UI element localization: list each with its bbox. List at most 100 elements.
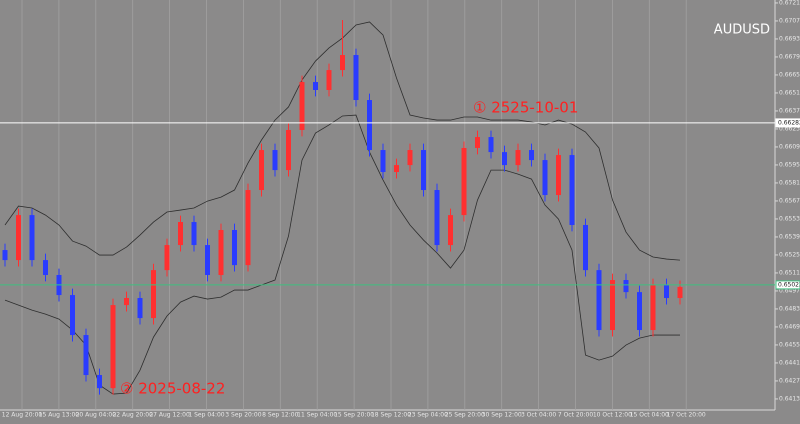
x-tick-label: 1 Sep 04:00 [188,412,224,419]
x-tick-label: 27 Aug 12:00 [149,412,190,419]
y-tick-label: 0.66935 [779,35,800,42]
y-tick-label: 0.66515 [779,89,800,96]
candle-body [164,245,170,271]
y-tick-label: 0.67215 [779,0,800,6]
candle-body [650,285,656,331]
x-tick-label: 18 Sep 12:00 [371,412,411,419]
candle-body [529,150,534,161]
candle-body [515,150,521,166]
x-tick-label: 22 Aug 20:00 [112,412,153,419]
candle-body [556,155,561,196]
candle-body [43,260,48,276]
candle-body [218,230,224,276]
x-tick-label: 8 Sep 12:00 [262,412,298,419]
candle-body [623,280,629,293]
candle-body [421,150,426,191]
candle-body [137,298,143,319]
y-tick-label: 0.64415 [779,359,800,366]
candle-body [367,100,372,151]
annotation: ① 2525-10-01 [473,99,578,117]
x-tick-label: 3 Sep 20:00 [225,412,261,419]
candle-body [677,286,683,299]
candle-body [542,160,548,196]
y-tick-label: 0.65955 [779,161,800,168]
x-tick-label: 25 Sep 20:00 [445,412,485,419]
candle-body [637,292,642,331]
candle-body [596,270,602,331]
y-tick-label: 0.66095 [779,143,800,150]
y-tick-label: 0.65115 [779,269,800,276]
candle-body [340,55,345,71]
y-tick-label: 0.67075 [779,17,800,24]
candle-body [151,270,156,319]
candle-body [259,150,264,191]
x-tick-label: 15 Sep 20:00 [334,412,374,419]
y-tick-label: 0.66655 [779,71,800,78]
candle-body [232,230,237,266]
price-label-box [775,118,800,128]
x-tick-label: 11 Sep 04:00 [297,412,337,419]
candle-body [2,250,8,261]
candle-body [97,375,102,389]
candle-body [326,70,332,90]
candle-body [83,335,89,376]
price-label-box [775,280,800,290]
y-tick-label: 0.65815 [779,179,800,186]
candle-body [272,150,278,171]
annotation: ② 2025-08-22 [120,380,225,398]
candle-body [299,82,305,130]
y-tick-label: 0.66235 [779,125,800,132]
candle-body [448,215,453,246]
y-tick-label: 0.66795 [779,53,800,60]
y-tick-label: 0.65255 [779,251,800,258]
x-tick-label: 17 Oct 20:00 [667,412,706,419]
y-tick-label: 0.64135 [779,395,800,402]
candle-body [205,245,210,276]
y-tick-label: 0.64975 [779,287,800,294]
y-tick-label: 0.64835 [779,305,800,312]
candle-body [380,150,386,173]
candle-body [70,295,75,336]
candle-body [434,190,440,246]
candle-body [110,305,116,389]
candle-body [502,152,507,166]
candle-body [286,129,291,171]
x-tick-label: 23 Sep 04:00 [408,412,448,419]
x-tick-label: 20 Aug 04:00 [76,412,117,419]
x-tick-label: 12 Aug 20:00 [2,412,43,419]
price-label: 0.65022 [778,281,800,288]
band-line [4,114,680,395]
candle-body [16,215,21,261]
x-tick-label: 15 Aug 13:00 [39,412,80,419]
y-tick-label: 0.65675 [779,197,800,204]
x-tick-label: 7 Oct 20:00 [558,412,593,419]
y-tick-label: 0.64275 [779,377,800,384]
candle-body [191,222,197,246]
price-label: 0.66282 [778,119,800,126]
candle-body [245,190,251,266]
x-tick-label: 15 Oct 04:00 [630,412,669,419]
x-tick-label: 30 Sep 12:00 [482,412,522,419]
x-tick-label: 3 Oct 04:00 [521,412,556,419]
candle-body [29,215,35,261]
candle-body [569,155,575,225]
candle-body [488,137,494,153]
y-tick-label: 0.64555 [779,341,800,348]
symbol-title: AUDUSD [714,23,770,38]
candle-body [407,150,413,166]
candle-body [124,298,129,306]
candle-body [178,222,183,246]
x-tick-label: 10 Oct 12:00 [593,412,632,419]
candle-body [583,224,588,271]
candle-body [610,280,615,331]
y-tick-label: 0.65535 [779,215,800,222]
candle-body [664,285,669,299]
candle-body [461,147,467,216]
y-tick-label: 0.66375 [779,107,800,114]
candle-body [353,55,359,101]
y-tick-label: 0.64695 [779,323,800,330]
y-tick-label: 0.65395 [779,233,800,240]
candle-body [475,137,480,148]
candle-body [394,165,399,173]
